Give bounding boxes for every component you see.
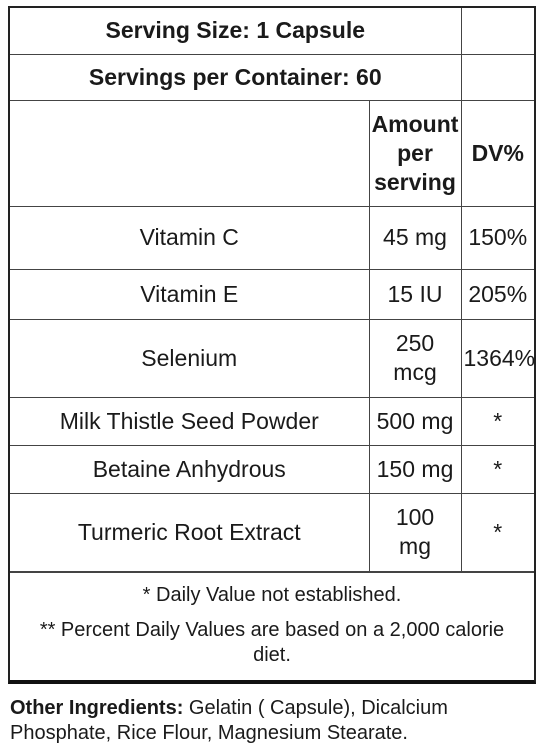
amount-per-serving-header: Amount per serving <box>368 99 462 207</box>
percent-dv-footnote-line1: ** Percent Daily Values are based on a 2… <box>39 618 505 641</box>
nutrient-name: Milk Thistle Seed Powder <box>10 396 370 446</box>
nutrient-amount: 250 mcg <box>368 318 462 398</box>
nutrient-dv: * <box>460 444 535 494</box>
nutrient-name: Turmeric Root Extract <box>10 492 370 572</box>
amount-value: 100 <box>395 504 435 530</box>
daily-value-footnote: * Daily Value not established. <box>142 583 402 606</box>
nutrient-amount: 150 mg <box>368 444 462 494</box>
nutrient-amount: 45 mg <box>368 205 462 270</box>
nutrient-name: Betaine Anhydrous <box>10 444 370 494</box>
nutrient-dv: 205% <box>460 268 535 320</box>
other-ingredients-text-line1: Gelatin ( Capsule), Dicalcium <box>183 697 448 719</box>
nutrient-amount: 100 mg <box>368 492 462 572</box>
serving-size-row: Serving Size: 1 Capsule <box>10 8 535 55</box>
nutrient-dv: 150% <box>460 205 535 270</box>
other-ingredients-text-line2: Phosphate, Rice Flour, Magnesium Stearat… <box>10 722 408 744</box>
nutrient-name: Vitamin E <box>10 268 370 320</box>
percent-dv-footnote-line2: diet. <box>253 643 291 666</box>
servings-per-container: Servings per Container: 60 <box>10 53 462 101</box>
nutrient-amount: 500 mg <box>368 396 462 446</box>
other-ingredients: Other Ingredients: Gelatin ( Capsule), D… <box>10 696 540 746</box>
nutrient-dv: * <box>460 396 535 446</box>
amount-unit: mg <box>399 533 431 559</box>
nutrient-name: Selenium <box>10 318 370 398</box>
table-row: Milk Thistle Seed Powder 500 mg * <box>10 396 535 446</box>
amount-header-line3: serving <box>374 168 456 195</box>
supplement-facts-table: Serving Size: 1 Capsule Servings per Con… <box>10 8 535 572</box>
nutrient-dv: 1364% <box>460 318 535 398</box>
supplement-facts-panel: Serving Size: 1 Capsule Servings per Con… <box>8 6 536 684</box>
empty-cell <box>460 53 535 101</box>
nutrient-name: Vitamin C <box>10 205 370 270</box>
nutrient-amount: 15 IU <box>368 268 462 320</box>
table-row: Betaine Anhydrous 150 mg * <box>10 444 535 494</box>
serving-size: Serving Size: 1 Capsule <box>10 8 462 55</box>
column-header-row: Amount per serving DV% <box>10 99 535 207</box>
table-row: Vitamin C 45 mg 150% <box>10 205 535 270</box>
empty-header-cell <box>10 99 370 207</box>
amount-header-line1: Amount <box>371 110 459 137</box>
amount-unit: mcg <box>393 359 437 385</box>
table-row: Turmeric Root Extract 100 mg * <box>10 492 535 572</box>
other-ingredients-label: Other Ingredients: <box>10 697 184 719</box>
percent-dv-footnote: ** Percent Daily Values are based on a 2… <box>22 618 522 668</box>
amount-header-line2: per <box>397 139 433 166</box>
amount-value: 250 <box>395 330 435 356</box>
footnotes: * Daily Value not established. ** Percen… <box>10 571 534 680</box>
servings-per-container-row: Servings per Container: 60 <box>10 53 535 101</box>
table-row: Vitamin E 15 IU 205% <box>10 268 535 320</box>
nutrient-dv: * <box>460 492 535 572</box>
dv-header: DV% <box>460 99 535 207</box>
table-row: Selenium 250 mcg 1364% <box>10 318 535 398</box>
empty-cell <box>460 8 535 55</box>
